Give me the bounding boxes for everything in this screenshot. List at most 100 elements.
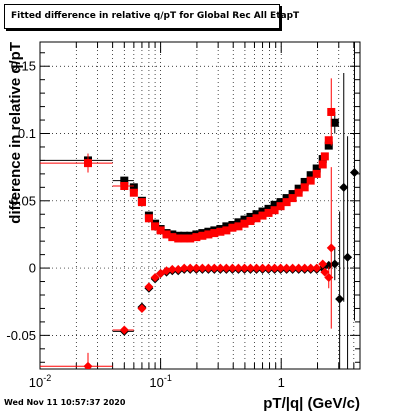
data-point-square xyxy=(252,214,261,223)
data-point-diamond xyxy=(144,282,154,292)
data-point-diamond xyxy=(288,263,298,273)
data-point-square xyxy=(312,164,321,173)
data-point-square xyxy=(306,171,315,180)
data-point-square xyxy=(270,206,279,215)
data-point-square xyxy=(204,230,213,239)
data-point-diamond xyxy=(179,263,189,273)
data-point-square xyxy=(83,159,92,168)
data-point-square xyxy=(129,188,138,197)
grid-lines xyxy=(40,42,360,369)
data-point-square xyxy=(162,230,171,239)
y-tick-label: 0 xyxy=(29,261,36,276)
data-point-square xyxy=(320,152,329,161)
data-point-diamond xyxy=(294,263,304,273)
data-point-square xyxy=(264,208,273,217)
data-point-diamond xyxy=(300,263,310,273)
data-point-square xyxy=(300,177,309,186)
data-point-diamond xyxy=(227,263,237,273)
data-point-square xyxy=(120,181,129,190)
data-point-diamond xyxy=(215,263,225,273)
y-tick-label: 0.1 xyxy=(18,126,36,141)
data-point-square xyxy=(216,227,225,236)
data-point-diamond xyxy=(185,263,195,273)
chart-title: Fitted difference in relative q/pT for G… xyxy=(11,11,300,21)
data-point-square xyxy=(240,215,249,224)
data-point-diamond xyxy=(83,361,93,369)
x-axis-label: pT/|q| (GeV/c) xyxy=(263,395,360,412)
plot-frame xyxy=(39,41,361,370)
data-point-square xyxy=(282,198,291,207)
data-point-square xyxy=(306,176,315,185)
data-point-diamond xyxy=(306,263,316,273)
data-point-square xyxy=(276,202,285,211)
data-point-square xyxy=(144,214,153,223)
y-tick-label: 0.05 xyxy=(11,193,36,208)
data-point-diamond xyxy=(150,272,160,282)
data-point-diamond xyxy=(258,263,268,273)
data-point-diamond xyxy=(209,263,219,273)
data-point-diamond xyxy=(173,264,183,274)
data-point-diamond xyxy=(282,263,292,273)
data-point-square xyxy=(276,198,285,207)
data-point-square xyxy=(222,222,231,231)
data-point-diamond xyxy=(245,263,255,273)
data-point-square xyxy=(129,183,138,192)
data-point-square xyxy=(198,231,207,240)
data-point-square xyxy=(168,233,177,242)
data-point-diamond xyxy=(320,267,330,277)
data-point-diamond xyxy=(349,168,359,178)
data-point-diamond xyxy=(326,243,336,253)
timestamp-footer: Wed Nov 11 10:57:37 2020 xyxy=(4,398,126,407)
data-point-diamond xyxy=(318,259,328,269)
data-point-square xyxy=(180,234,189,243)
data-point-square xyxy=(234,218,243,227)
data-point-diamond xyxy=(203,263,213,273)
data-point-square xyxy=(246,212,255,221)
chart-title-box: Fitted difference in relative q/pT for G… xyxy=(4,4,299,29)
data-point-square xyxy=(186,234,195,243)
tick-labels: -0.05 0 0.05 0.1 0.15 10-2 10-1 1 xyxy=(6,59,284,390)
data-point-square xyxy=(210,229,219,238)
data-point-square xyxy=(246,216,255,225)
data-point-square xyxy=(270,200,279,209)
x-tick-label: 1 xyxy=(278,375,285,390)
data-point-square xyxy=(288,194,297,203)
x-tick-label: 10-2 xyxy=(29,373,51,390)
data-point-diamond xyxy=(197,263,207,273)
data-point-diamond xyxy=(137,303,147,313)
series-square-red xyxy=(40,78,336,243)
x-tick-label: 10-1 xyxy=(149,373,171,390)
data-point-diamond xyxy=(276,263,286,273)
data-point-diamond xyxy=(343,252,353,262)
data-point-square xyxy=(234,222,243,231)
data-point-square xyxy=(228,223,237,232)
y-tick-label: 0.15 xyxy=(11,59,36,74)
data-point-diamond xyxy=(330,259,340,269)
data-point-diamond xyxy=(270,263,280,273)
data-point-diamond xyxy=(119,325,129,335)
data-point-diamond xyxy=(191,263,201,273)
data-point-square xyxy=(318,160,327,169)
data-point-square xyxy=(327,107,336,116)
data-point-square xyxy=(240,219,249,228)
data-point-square xyxy=(120,176,129,185)
data-point-square xyxy=(324,136,333,145)
data-point-diamond xyxy=(339,182,349,192)
data-point-square xyxy=(312,169,321,178)
data-point-square xyxy=(156,226,165,235)
data-point-square xyxy=(252,210,261,219)
data-point-square xyxy=(192,233,201,242)
data-point-square xyxy=(300,183,309,192)
data-series xyxy=(40,42,359,369)
data-point-square xyxy=(151,222,160,231)
data-point-diamond xyxy=(221,263,231,273)
data-point-square xyxy=(294,184,303,193)
data-point-square xyxy=(258,211,267,220)
data-point-square xyxy=(258,207,267,216)
data-point-square xyxy=(282,194,291,203)
data-point-diamond xyxy=(239,263,249,273)
axis-ticks xyxy=(39,42,360,369)
data-point-diamond xyxy=(252,263,262,273)
data-point-square xyxy=(288,190,297,199)
